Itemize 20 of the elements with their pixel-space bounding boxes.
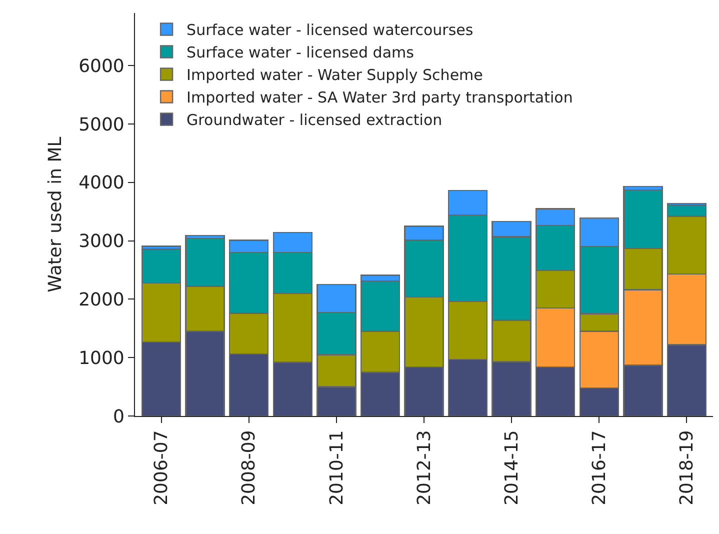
x-tick-label: 2012-13 xyxy=(414,430,435,506)
y-tick-label: 6000 xyxy=(78,56,124,77)
y-tick-label: 3000 xyxy=(78,231,124,252)
x-tick-label: 2008-09 xyxy=(238,430,260,506)
legend-label: Groundwater - licensed extraction xyxy=(186,111,442,130)
x-tick-label: 2014-15 xyxy=(501,430,522,506)
x-tick-label: 2018-19 xyxy=(676,430,698,506)
x-tick-label: 2016-17 xyxy=(589,430,610,506)
y-tick-label: 0 xyxy=(112,406,124,428)
legend-label: Surface water - licensed dams xyxy=(186,44,414,62)
legend-label: Imported water - SA Water 3rd party transportation xyxy=(186,88,573,107)
x-tick-label: 2010-11 xyxy=(326,430,348,506)
y-tick-label: 1000 xyxy=(78,348,124,369)
y-tick-label: 4000 xyxy=(78,172,124,194)
y-tick-label: 5000 xyxy=(78,114,124,136)
x-tick-label: 2006-07 xyxy=(151,430,172,506)
legend-label: Imported water - Water Supply Scheme xyxy=(186,66,483,84)
y-axis-title: Water used in ML xyxy=(44,136,66,292)
legend-label: Surface water - licensed watercourses xyxy=(186,21,474,40)
y-tick-label: 2000 xyxy=(78,289,124,310)
